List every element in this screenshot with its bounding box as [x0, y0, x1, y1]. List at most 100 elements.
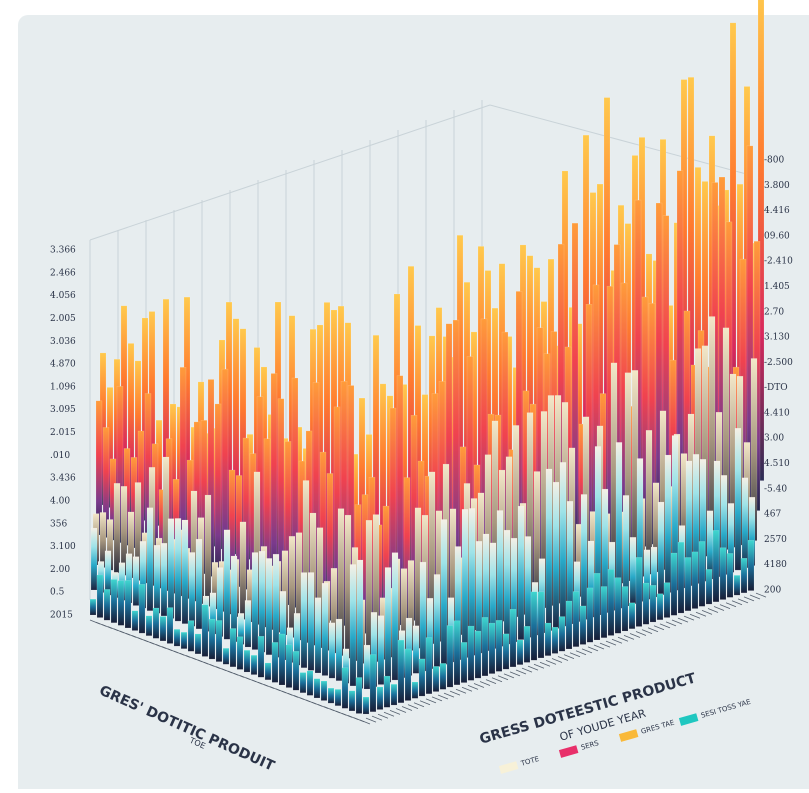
bar [335, 618, 343, 681]
bar [110, 579, 118, 624]
bar [271, 642, 279, 683]
bar [733, 575, 741, 596]
bar [104, 550, 112, 596]
bar [747, 539, 755, 591]
right-axis-label: 1.405 [764, 282, 790, 292]
bar [355, 677, 363, 714]
bar [174, 518, 182, 622]
left-axis-label: 2.015 [50, 428, 76, 438]
bar [734, 427, 742, 571]
bar [580, 494, 588, 620]
left-axis-label: .010 [50, 451, 70, 461]
floor-tick [359, 719, 371, 725]
labels: 3.366 2.466 4.056 2.005 3.036 4.870 1.096 3.095… [50, 156, 793, 621]
bar [691, 551, 699, 609]
right-axis-label: 3.00 [764, 434, 784, 444]
left-axis-label: 4.00 [50, 496, 70, 506]
bar [502, 633, 510, 670]
bar [321, 582, 329, 676]
grid-line [489, 104, 751, 176]
bar [201, 604, 209, 657]
bar [552, 481, 560, 629]
bar [419, 561, 427, 672]
left-axis-label: 2.005 [50, 314, 76, 324]
floor-tick [371, 715, 383, 721]
bar [593, 573, 601, 641]
bar [341, 667, 349, 709]
legend-swatch [558, 745, 579, 758]
floor-tick [743, 596, 755, 602]
floor-tick [479, 681, 491, 686]
bar [188, 552, 196, 627]
floor-tick [635, 631, 647, 636]
bar [194, 633, 202, 655]
floor-tick [401, 706, 413, 711]
bar [138, 584, 146, 634]
floor-tick [665, 621, 677, 627]
floor-tick [527, 665, 539, 671]
bar [446, 625, 454, 688]
bar [656, 593, 664, 621]
bar [461, 509, 469, 658]
right-axis-label: 4.416 [764, 206, 790, 216]
bar [251, 552, 259, 650]
bar [628, 602, 636, 630]
bar [412, 625, 420, 674]
bar [208, 618, 216, 660]
right-axis-label: -2.410 [764, 257, 793, 267]
floor-tick [365, 717, 377, 723]
bar [278, 633, 286, 686]
bar [167, 518, 175, 619]
left-axis-label: 3.100 [50, 542, 76, 552]
floor-tick [521, 667, 533, 673]
left-axis-label: 2015 [50, 611, 73, 621]
floor-tick [581, 648, 593, 654]
bar [712, 530, 720, 603]
left-axis-label: 3.366 [50, 246, 76, 256]
right-axis-label: 09.60 [764, 231, 790, 241]
bar [307, 572, 315, 671]
floor-tick [515, 669, 527, 675]
bar [223, 529, 231, 640]
bar [433, 574, 441, 667]
bar [524, 536, 532, 638]
bar [356, 559, 364, 689]
bar [369, 654, 377, 713]
floor-tick [587, 646, 599, 652]
floor-tick [755, 592, 767, 598]
bar [229, 628, 237, 668]
floor-tick [557, 656, 569, 661]
bar [362, 696, 370, 715]
bar [523, 626, 531, 663]
floor-tick [509, 671, 521, 677]
bar [145, 615, 153, 636]
bar [285, 644, 293, 688]
bar [377, 615, 385, 685]
left-axis-label: 3.036 [50, 337, 76, 347]
floor-tick [431, 696, 443, 702]
bar [635, 557, 643, 627]
bar [719, 547, 727, 600]
bar [757, 0, 765, 481]
floor-tick [653, 625, 665, 631]
bar [663, 582, 671, 618]
bar [579, 605, 587, 645]
bar [600, 586, 608, 639]
bar [376, 686, 384, 710]
bar [432, 666, 440, 692]
right-axis-label: -800 [764, 156, 784, 166]
bar [629, 537, 637, 605]
floor-tick [599, 642, 611, 648]
bars [89, 0, 767, 725]
bar [243, 649, 251, 673]
left-axis-label: 4.870 [50, 360, 76, 370]
bar [607, 568, 615, 636]
bar [173, 629, 181, 647]
floor-tick [503, 673, 515, 679]
right-axis-label: 4180 [764, 560, 787, 570]
bar [159, 616, 167, 642]
floor-tick [641, 629, 653, 634]
bar [551, 626, 559, 654]
bar [503, 529, 511, 645]
